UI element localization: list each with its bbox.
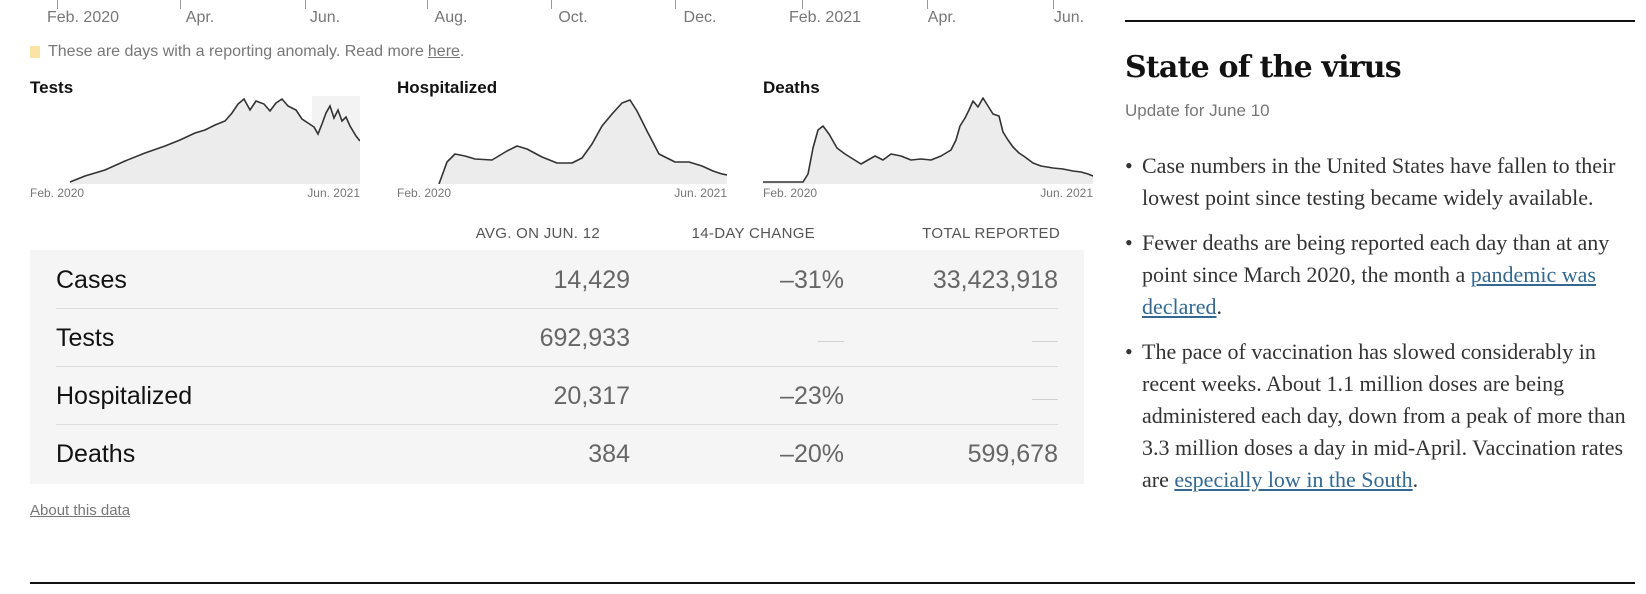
axis-tick xyxy=(675,0,676,9)
sparkline-tests: Tests Feb. 2020 Jun. 2021 xyxy=(30,78,360,203)
cell-change: –20% xyxy=(780,440,844,468)
axis-tick xyxy=(57,0,58,9)
cell-change: –31% xyxy=(780,266,844,294)
pandemic-declared-link[interactable]: pandemic was declared xyxy=(1142,262,1596,319)
cell-change: –23% xyxy=(780,382,844,410)
column-header-change: 14-DAY CHANGE xyxy=(691,225,815,242)
empty-cell-dash xyxy=(1032,399,1058,400)
axis-tick xyxy=(927,0,928,9)
table-row-deaths: Deaths 384 –20% 599,678 xyxy=(56,424,1058,482)
bullet-dot-icon: • xyxy=(1125,230,1133,255)
tests-area xyxy=(70,99,360,184)
axis-label: Feb. 2021 xyxy=(788,9,862,26)
empty-cell-dash xyxy=(1032,341,1058,342)
hospitalized-line xyxy=(438,99,727,184)
column-header-total: TOTAL REPORTED xyxy=(922,225,1060,242)
sparkline-start-label: Feb. 2020 xyxy=(30,186,85,200)
row-label: Deaths xyxy=(56,440,136,468)
table-row-tests: Tests 692,933 xyxy=(56,308,1058,367)
anomaly-note: These are days with a reporting anomaly.… xyxy=(30,43,464,61)
sparkline-end-label: Jun. 2021 xyxy=(674,186,727,200)
cell-avg: 384 xyxy=(588,440,630,468)
bullet-dot-icon: • xyxy=(1125,153,1133,178)
table-row-cases: Cases 14,429 –31% 33,423,918 xyxy=(56,250,1058,309)
update-date: Update for June 10 xyxy=(1125,101,1270,120)
bullet-text: Fewer deaths are being reported each day… xyxy=(1142,230,1610,287)
sparkline-end-label: Jun. 2021 xyxy=(1040,186,1093,200)
cell-total: 33,423,918 xyxy=(932,266,1058,294)
table-row-hospitalized: Hospitalized 20,317 –23% xyxy=(56,366,1058,425)
sparkline-deaths: Deaths Feb. 2020 Jun. 2021 xyxy=(763,78,1093,203)
section-divider xyxy=(1125,20,1635,22)
date-axis: Feb. 2020 Apr. Jun. Aug. Oct. Dec. Feb. … xyxy=(0,0,1090,32)
axis-label: Feb. 2020 xyxy=(46,9,120,26)
tests-sparkline-chart xyxy=(69,96,360,184)
axis-label: Aug. xyxy=(434,9,468,26)
deaths-sparkline-chart xyxy=(763,97,1093,184)
axis-label: Apr. xyxy=(927,9,957,26)
deaths-line xyxy=(763,97,1093,183)
axis-tick xyxy=(180,0,181,9)
cell-avg: 14,429 xyxy=(553,266,630,294)
cell-avg: 20,317 xyxy=(553,382,630,410)
anomaly-suffix: . xyxy=(459,43,465,60)
sparkline-title: Deaths xyxy=(763,78,820,97)
cell-total: 599,678 xyxy=(967,440,1058,468)
sparkline-end-label: Jun. 2021 xyxy=(307,186,360,200)
sparkline-title: Hospitalized xyxy=(397,78,498,97)
hospitalized-area xyxy=(439,100,727,184)
bullet-text: Case numbers in the United States have f… xyxy=(1142,153,1616,210)
empty-cell-dash xyxy=(818,341,844,342)
summary-bullet: • The pace of vaccination has slowed cons… xyxy=(1125,336,1640,496)
axis-label: Dec. xyxy=(683,9,717,26)
axis-label: Apr. xyxy=(185,9,215,26)
axis-tick xyxy=(305,0,306,9)
axis-label: Jun. xyxy=(1053,9,1085,26)
anomaly-read-more-link[interactable]: here xyxy=(427,43,460,60)
row-label: Tests xyxy=(56,324,115,352)
cell-avg: 692,933 xyxy=(539,324,630,352)
deaths-area xyxy=(763,98,1093,184)
column-header-avg: AVG. ON JUN. 12 xyxy=(475,225,600,242)
anomaly-swatch xyxy=(30,46,40,58)
summary-bullets: • Case numbers in the United States have … xyxy=(1125,150,1640,509)
row-label: Hospitalized xyxy=(56,382,193,410)
tests-line xyxy=(69,97,360,183)
sparkline-hospitalized: Hospitalized Feb. 2020 Jun. 2021 xyxy=(397,78,727,203)
summary-bullet: • Fewer deaths are being reported each da… xyxy=(1125,227,1640,323)
bullet-dot-icon: • xyxy=(1125,339,1133,364)
axis-tick xyxy=(802,0,803,9)
stats-table: Cases 14,429 –31% 33,423,918 Tests 692,9… xyxy=(30,250,1084,484)
bullet-suffix: . xyxy=(1216,294,1223,319)
axis-tick xyxy=(1053,0,1054,9)
sparkline-title: Tests xyxy=(30,78,74,97)
bullet-text: The pace of vaccination has slowed consi… xyxy=(1142,339,1626,492)
hospitalized-sparkline-chart xyxy=(438,99,727,184)
row-label: Cases xyxy=(56,266,127,294)
bullet-suffix: . xyxy=(1412,467,1419,492)
sparkline-start-label: Feb. 2020 xyxy=(763,186,818,200)
about-this-data-link[interactable]: About this data xyxy=(30,502,131,519)
axis-label: Jun. xyxy=(309,9,341,26)
sparkline-start-label: Feb. 2020 xyxy=(397,186,452,200)
low-in-south-link[interactable]: especially low in the South xyxy=(1174,467,1413,492)
state-of-virus-title: State of the virus xyxy=(1125,50,1402,85)
axis-label: Oct. xyxy=(558,9,588,26)
axis-tick xyxy=(427,0,428,9)
summary-bullet: • Case numbers in the United States have … xyxy=(1125,150,1640,214)
bottom-divider xyxy=(30,582,1635,584)
axis-tick xyxy=(551,0,552,9)
anomaly-text: These are days with a reporting anomaly.… xyxy=(48,43,424,60)
